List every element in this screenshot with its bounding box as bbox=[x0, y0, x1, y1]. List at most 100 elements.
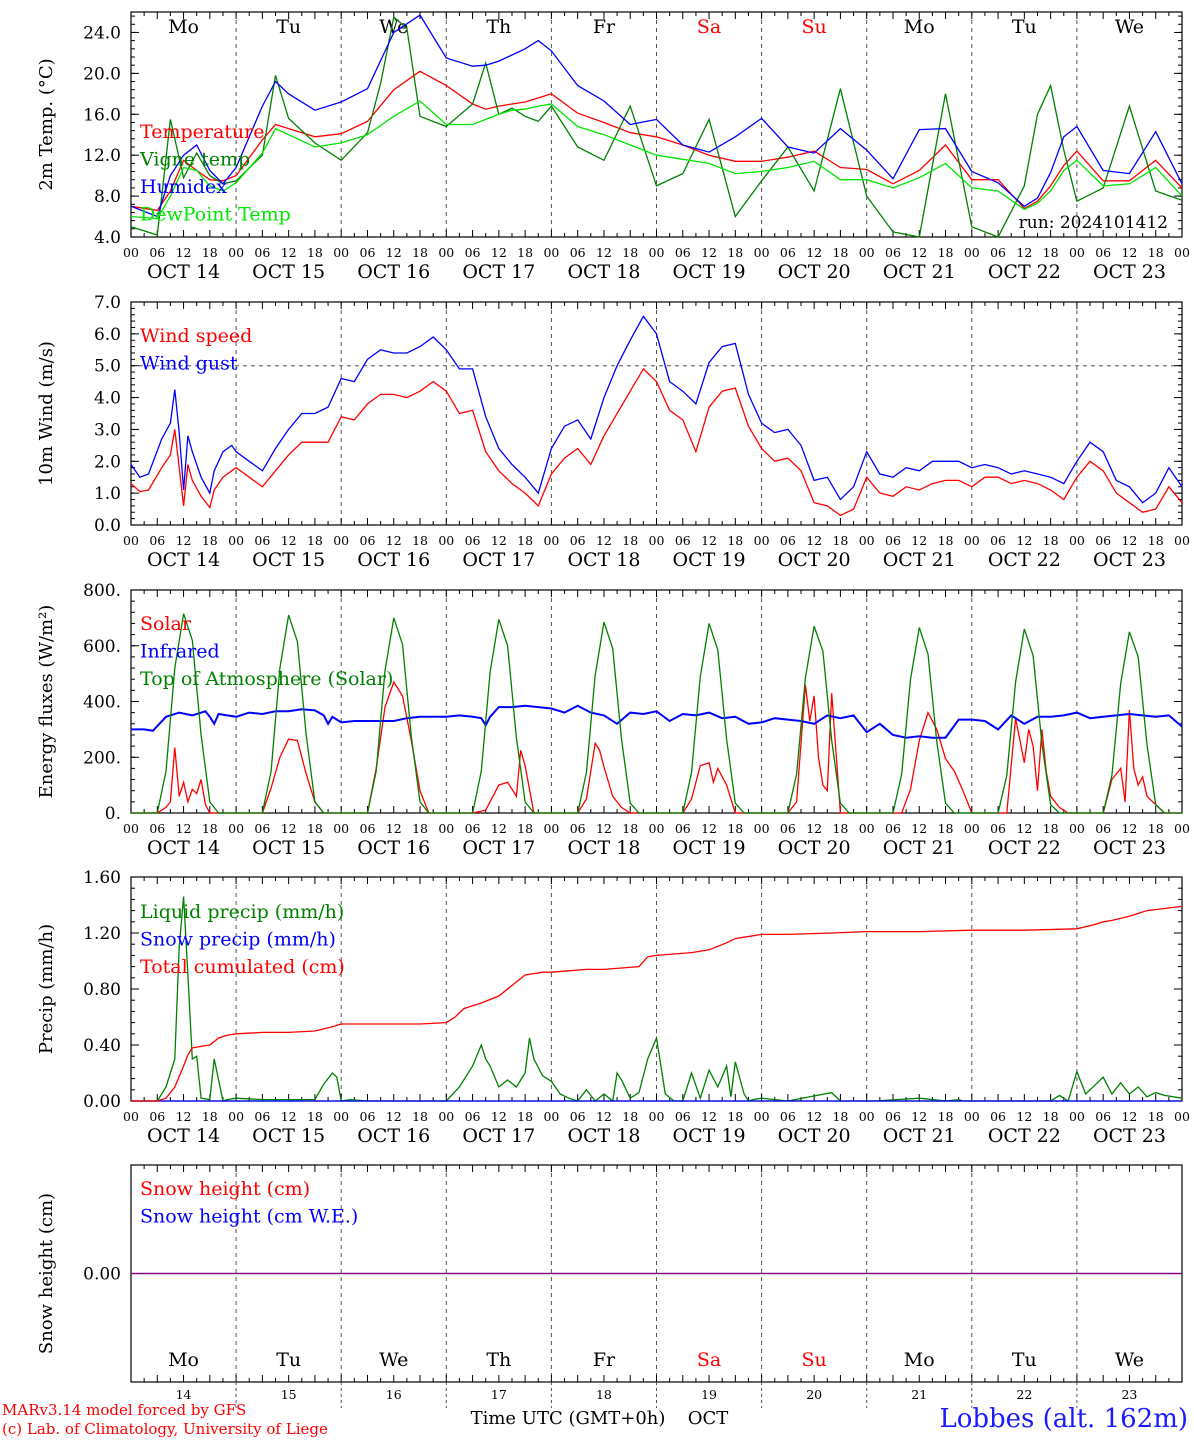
hour-label: 12 bbox=[386, 533, 402, 548]
hour-label: 06 bbox=[149, 533, 165, 548]
panel-snow-height: 0.00 Snow height (cm) Snow height (cm) Snow… bbox=[36, 1164, 1183, 1408]
hour-label: 12 bbox=[176, 533, 192, 548]
weekday-label-bottom: Mo bbox=[904, 1349, 935, 1371]
y-axis-label: 10m Wind (m/s) bbox=[36, 341, 57, 486]
day-number-label: 19 bbox=[701, 1387, 717, 1402]
hour-label: 00 bbox=[754, 821, 770, 836]
hour-label: 06 bbox=[465, 533, 481, 548]
hour-label: 06 bbox=[149, 1109, 165, 1124]
series-line bbox=[131, 905, 1183, 1102]
day-number-label: 16 bbox=[386, 1387, 402, 1402]
hour-label: 00 bbox=[649, 245, 665, 260]
hour-label: 12 bbox=[1121, 821, 1137, 836]
date-label: OCT 18 bbox=[567, 261, 640, 283]
hour-label: 12 bbox=[911, 821, 927, 836]
panel-wind: 0.0 1.0 2.0 3.0 4.0 5.0 6.0 7.0 10m Wind (m/s) Wi… bbox=[36, 293, 1190, 571]
legend-entry: Snow height (cm W.E.) bbox=[140, 1206, 358, 1228]
hour-label: 18 bbox=[517, 821, 533, 836]
date-label: OCT 21 bbox=[883, 837, 956, 859]
hour-label: 12 bbox=[491, 1109, 507, 1124]
hour-label: 12 bbox=[176, 245, 192, 260]
hour-label: 00 bbox=[964, 1109, 980, 1124]
date-label: OCT 17 bbox=[462, 261, 535, 283]
legend-entry: Wind gust bbox=[140, 353, 238, 375]
weekday-label-top: Sa bbox=[697, 16, 721, 38]
y-axis-label: Energy fluxes (W/m²) bbox=[36, 605, 57, 799]
date-label: OCT 15 bbox=[252, 837, 325, 859]
hour-label: 00 bbox=[123, 245, 139, 260]
hour-label: 06 bbox=[1095, 821, 1111, 836]
hour-label: 00 bbox=[333, 1109, 349, 1124]
hour-label: 12 bbox=[911, 245, 927, 260]
hour-label: 12 bbox=[806, 533, 822, 548]
hour-label: 06 bbox=[570, 533, 586, 548]
date-label: OCT 15 bbox=[252, 261, 325, 283]
hour-label: 18 bbox=[622, 1109, 638, 1124]
y-tick-label: 16.0 bbox=[83, 105, 121, 125]
run-label: run: 2024101412 bbox=[1019, 213, 1168, 233]
hour-label: 12 bbox=[176, 821, 192, 836]
hour-label: 12 bbox=[1016, 1109, 1032, 1124]
hour-label: 06 bbox=[254, 1109, 270, 1124]
hour-label: 18 bbox=[202, 1109, 218, 1124]
hour-label: 06 bbox=[885, 821, 901, 836]
hour-label: 00 bbox=[964, 533, 980, 548]
date-label: OCT 17 bbox=[462, 837, 535, 859]
hour-label: 06 bbox=[570, 1109, 586, 1124]
hour-label: 18 bbox=[1148, 1109, 1164, 1124]
date-label: OCT 14 bbox=[147, 261, 220, 283]
x-axis-title: Time UTC (GMT+0h) bbox=[471, 1408, 666, 1429]
hour-label: 06 bbox=[990, 533, 1006, 548]
hour-label: 12 bbox=[491, 245, 507, 260]
hour-label: 00 bbox=[1069, 1109, 1085, 1124]
hour-label: 18 bbox=[727, 821, 743, 836]
hour-label: 18 bbox=[1043, 821, 1059, 836]
date-label: OCT 14 bbox=[147, 837, 220, 859]
hour-label: 00 bbox=[228, 245, 244, 260]
legend-entry: Infrared bbox=[140, 641, 220, 663]
legend-entry: Top of Atmosphere (Solar) bbox=[140, 668, 393, 690]
legend-entry: Vigne temp bbox=[139, 149, 250, 171]
date-label: OCT 19 bbox=[673, 261, 746, 283]
y-tick-label: 200. bbox=[83, 748, 121, 768]
date-label: OCT 21 bbox=[883, 1125, 956, 1147]
hour-label: 18 bbox=[517, 1109, 533, 1124]
hour-label: 18 bbox=[307, 821, 323, 836]
hour-label: 18 bbox=[1043, 245, 1059, 260]
y-tick-label: 2.0 bbox=[94, 452, 121, 472]
day-number-label: 17 bbox=[491, 1387, 507, 1402]
hour-label: 18 bbox=[202, 533, 218, 548]
hour-label: 18 bbox=[1148, 245, 1164, 260]
hour-label: 00 bbox=[1174, 533, 1190, 548]
hour-label: 18 bbox=[307, 1109, 323, 1124]
date-label: OCT 15 bbox=[252, 549, 325, 571]
date-label: OCT 18 bbox=[567, 549, 640, 571]
y-tick-label: 800. bbox=[83, 581, 121, 601]
y-tick-label: 400. bbox=[83, 693, 121, 713]
hour-label: 18 bbox=[412, 533, 428, 548]
day-number-label: 15 bbox=[281, 1387, 297, 1402]
hour-label: 12 bbox=[911, 1109, 927, 1124]
weekday-label-bottom: Mo bbox=[168, 1349, 199, 1371]
hour-label: 00 bbox=[543, 1109, 559, 1124]
hour-label: 00 bbox=[333, 533, 349, 548]
y-tick-label: 24.0 bbox=[83, 23, 121, 43]
hour-label: 18 bbox=[202, 821, 218, 836]
hour-label: 12 bbox=[386, 1109, 402, 1124]
hour-label: 12 bbox=[386, 821, 402, 836]
hour-label: 00 bbox=[964, 821, 980, 836]
hour-label: 12 bbox=[806, 1109, 822, 1124]
hour-label: 06 bbox=[990, 1109, 1006, 1124]
y-axis-label: Precip (mm/h) bbox=[36, 924, 57, 1054]
hour-label: 18 bbox=[727, 245, 743, 260]
hour-label: 06 bbox=[780, 821, 796, 836]
hour-label: 18 bbox=[412, 1109, 428, 1124]
hour-label: 00 bbox=[543, 821, 559, 836]
weekday-label-bottom: Sa bbox=[697, 1349, 721, 1371]
date-label: OCT 21 bbox=[883, 261, 956, 283]
hour-label: 18 bbox=[832, 821, 848, 836]
weekday-label-top: Su bbox=[802, 16, 827, 38]
hour-label: 18 bbox=[1148, 533, 1164, 548]
legend-entry: Solar bbox=[140, 613, 192, 635]
hour-label: 00 bbox=[1069, 533, 1085, 548]
